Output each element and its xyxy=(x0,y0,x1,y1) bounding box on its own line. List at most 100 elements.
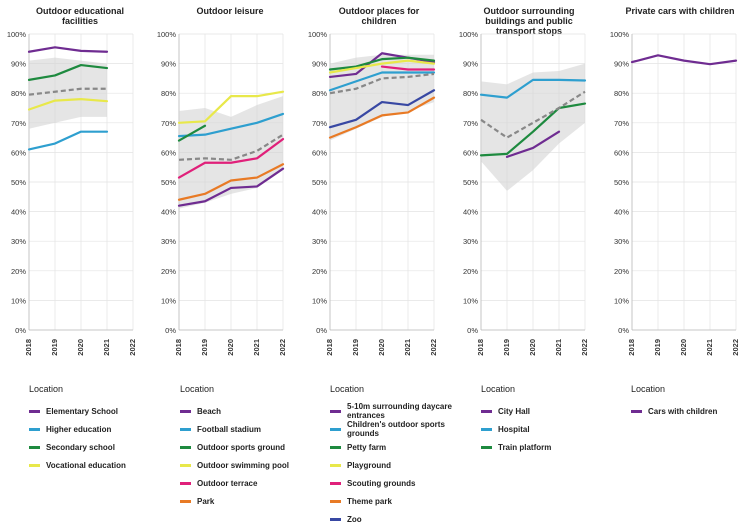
x-tick-label: 2022 xyxy=(429,339,438,356)
legend-swatch xyxy=(330,499,341,503)
y-tick-label: 70% xyxy=(161,119,176,128)
y-tick-label: 10% xyxy=(463,296,478,305)
x-tick-label: 2019 xyxy=(200,339,209,356)
legend-item: 5-10m surrounding daycare entrances xyxy=(330,402,465,420)
legend-swatch xyxy=(330,445,341,449)
y-tick-label: 20% xyxy=(463,267,478,276)
y-tick-label: 80% xyxy=(312,89,327,98)
y-tick-label: 50% xyxy=(11,178,26,187)
legend-swatch xyxy=(631,409,642,413)
legend-label: Beach xyxy=(197,406,222,416)
series-line xyxy=(380,65,436,71)
legend-label: Theme park xyxy=(347,496,392,506)
legend-swatch xyxy=(330,409,341,413)
panel-1: 0% 10% 20% 30% 40% 50% 60% 70% 80% 90% 100% 2018 201… xyxy=(7,30,137,356)
legend-swatch xyxy=(29,409,40,413)
chart-figure: Outdoor educational facilities Outdoor l… xyxy=(7,6,741,524)
legend-item: Outdoor swimming pool xyxy=(180,456,320,474)
y-tick-label: 20% xyxy=(11,267,26,276)
series-line xyxy=(177,137,285,179)
legend-item: Cars with children xyxy=(631,402,741,420)
y-tick-label: 10% xyxy=(614,296,629,305)
y-tick-label: 90% xyxy=(463,60,478,69)
legend-swatch xyxy=(180,427,191,431)
y-tick-label: 60% xyxy=(161,148,176,157)
y-tick-label: 50% xyxy=(161,178,176,187)
legend-label: Playground xyxy=(347,460,392,470)
legend-label: Football stadium xyxy=(197,424,261,434)
legend: Location Elementary School Higher educatio… xyxy=(29,384,164,474)
legend: Location 5-10m surrounding daycare entran… xyxy=(330,384,465,528)
legend-item: Outdoor sports ground xyxy=(180,438,320,456)
y-tick-label: 90% xyxy=(11,60,26,69)
legend-title: Location xyxy=(481,384,516,394)
x-tick-label: 2021 xyxy=(705,339,714,356)
y-tick-label: 80% xyxy=(463,89,478,98)
legend-item: Hospital xyxy=(481,420,601,438)
legend-swatch xyxy=(29,427,40,431)
y-tick-label: 0% xyxy=(618,326,629,335)
legend-item: Playground xyxy=(330,456,465,474)
reference-line xyxy=(329,72,435,95)
legend-label: Train platform xyxy=(498,442,552,452)
legend-swatch xyxy=(330,463,341,467)
y-tick-label: 30% xyxy=(312,237,327,246)
y-tick-label: 100% xyxy=(459,30,479,39)
legend-item: Train platform xyxy=(481,438,601,456)
panel-5: 0% 10% 20% 30% 40% 50% 60% 70% 80% 90% 100% 2018 201… xyxy=(610,30,740,356)
series-line xyxy=(479,78,587,99)
legend-item: City Hall xyxy=(481,402,601,420)
legend-item: Vocational education xyxy=(29,456,164,474)
panel-title: Outdoor surrounding buildings and public… xyxy=(483,6,575,36)
legend-item: Outdoor terrace xyxy=(180,474,320,492)
legend-item: Scouting grounds xyxy=(330,474,465,492)
series-line xyxy=(177,112,285,138)
legend-swatch xyxy=(481,427,492,431)
legend-swatch xyxy=(330,517,341,521)
legend-label: Hospital xyxy=(498,424,530,434)
legend-label: Park xyxy=(197,496,215,506)
series-line xyxy=(328,89,436,129)
legend-label: 5-10m surrounding daycare entrances xyxy=(347,402,452,420)
series-line xyxy=(479,102,587,157)
x-tick-label: 2018 xyxy=(24,339,33,356)
series-line xyxy=(505,130,561,158)
y-tick-label: 40% xyxy=(161,208,176,217)
y-tick-label: 20% xyxy=(312,267,327,276)
y-tick-label: 60% xyxy=(312,148,327,157)
x-tick-label: 2021 xyxy=(554,339,563,356)
y-tick-label: 50% xyxy=(312,178,327,187)
x-tick-label: 2020 xyxy=(528,339,537,356)
x-tick-label: 2020 xyxy=(377,339,386,356)
x-tick-label: 2019 xyxy=(351,339,360,356)
y-tick-label: 90% xyxy=(312,60,327,69)
series-line xyxy=(27,46,109,53)
x-tick-label: 2019 xyxy=(653,339,662,356)
legend-title: Location xyxy=(29,384,64,394)
legend-label: Outdoor terrace xyxy=(197,478,258,488)
x-tick-label: 2019 xyxy=(502,339,511,356)
series-line xyxy=(328,71,436,92)
y-tick-label: 30% xyxy=(161,237,176,246)
legend-item: Zoo xyxy=(330,510,465,528)
legend-title: Location xyxy=(330,384,365,394)
x-tick-label: 2018 xyxy=(476,339,485,356)
legend-swatch xyxy=(180,445,191,449)
x-tick-label: 2018 xyxy=(174,339,183,356)
y-tick-label: 70% xyxy=(614,119,629,128)
y-tick-label: 60% xyxy=(463,148,478,157)
legend-swatch xyxy=(330,481,341,485)
legend: Location Cars with children xyxy=(631,384,741,420)
x-tick-label: 2022 xyxy=(128,339,137,356)
legend-label: Outdoor swimming pool xyxy=(197,460,289,470)
reference-line xyxy=(178,133,284,161)
series-line xyxy=(27,98,109,111)
legend-label: Children's outdoor sports grounds xyxy=(347,420,445,438)
y-tick-label: 70% xyxy=(11,119,26,128)
y-tick-label: 0% xyxy=(15,326,26,335)
legend-item: Football stadium xyxy=(180,420,320,438)
legend-label: Petty farm xyxy=(347,442,387,452)
x-tick-label: 2020 xyxy=(226,339,235,356)
series-line xyxy=(177,90,285,124)
y-tick-label: 10% xyxy=(312,296,327,305)
